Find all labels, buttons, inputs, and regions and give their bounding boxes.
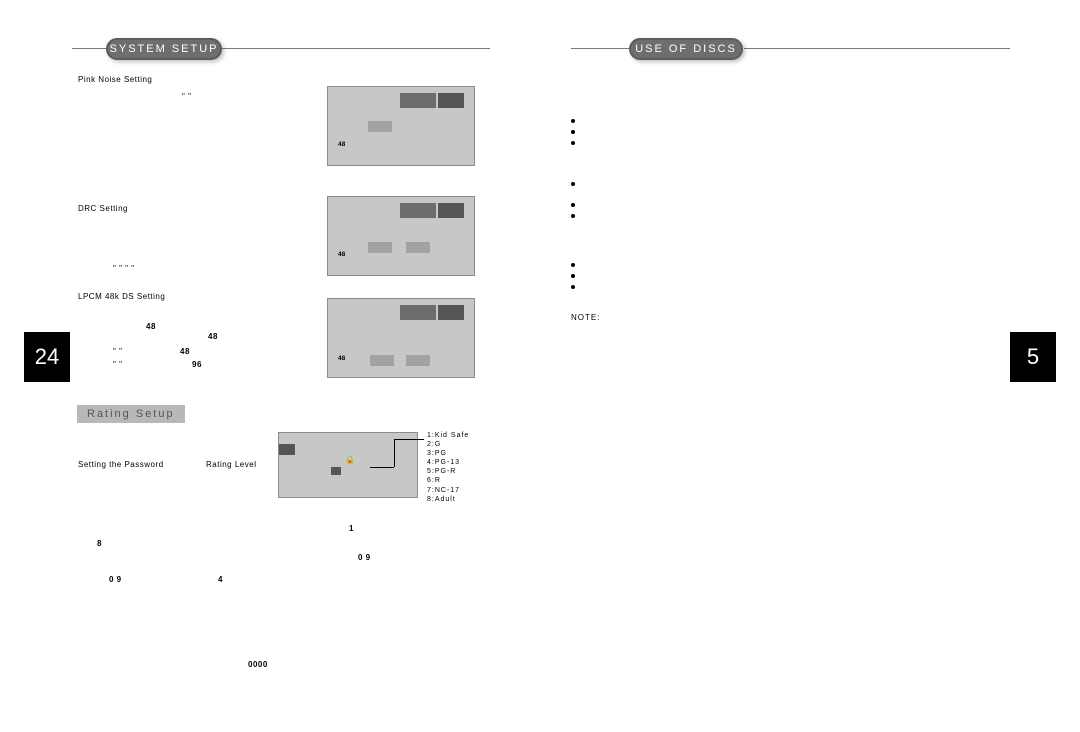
heading-password: Setting the Password: [78, 460, 164, 469]
osd-tab: [400, 203, 436, 218]
num-09-b: 0 9: [109, 575, 122, 584]
rating-level-list: 1:Kid Safe 2:G 3:PG 4:PG-13 5:PG-R 6:R 7…: [427, 431, 469, 504]
osd-panel-num: 48: [338, 355, 345, 362]
bullet-dot: [571, 203, 575, 207]
osd-value-box: [370, 355, 394, 366]
bullet-dot: [571, 119, 575, 123]
osd-tab: [438, 203, 464, 218]
rating-level-item: 7:NC-17: [427, 486, 469, 495]
bullet-dot: [571, 285, 575, 289]
num-1: 1: [349, 524, 354, 533]
osd-value-box: [343, 467, 371, 475]
lock-icon: 🔒: [345, 455, 355, 464]
osd-panel-num: 48: [338, 251, 345, 258]
num-09-a: 0 9: [358, 553, 371, 562]
section-pill-left: SYSTEM SETUP: [106, 38, 222, 60]
heading-lpcm: LPCM 48k DS Setting: [78, 292, 165, 301]
heading-drc: DRC Setting: [78, 204, 128, 213]
osd-tab: [279, 444, 295, 455]
rating-level-item: 1:Kid Safe: [427, 431, 469, 440]
num-48-c: 48: [180, 347, 190, 356]
heading-pink-noise: Pink Noise Setting: [78, 75, 152, 84]
heading-rating-level: Rating Level: [206, 460, 256, 469]
rule-top-right-b: [744, 48, 1010, 49]
quote-line-2: " " " ": [113, 264, 135, 273]
osd-tab: [400, 305, 436, 320]
note-label: NOTE:: [571, 313, 600, 322]
bullet-dot: [571, 130, 575, 134]
num-96: 96: [192, 360, 202, 369]
callout-line: [370, 467, 394, 468]
bullet-dot: [571, 182, 575, 186]
osd-tab: [400, 93, 436, 108]
bullet-dot: [571, 263, 575, 267]
quote-line-3: " ": [113, 347, 122, 356]
rule-top-right-a: [571, 48, 629, 49]
bullet-dot: [571, 141, 575, 145]
rating-level-item: 3:PG: [427, 449, 469, 458]
osd-panel-num: 48: [338, 141, 345, 148]
osd-tab: [279, 433, 299, 444]
bullet-group-3: [571, 260, 581, 293]
rating-level-item: 4:PG-13: [427, 458, 469, 467]
section-pill-right: USE OF DISCS: [629, 38, 743, 60]
section-label-rating-setup: Rating Setup: [77, 405, 185, 423]
osd-tab: [438, 305, 464, 320]
rating-level-item: 2:G: [427, 440, 469, 449]
osd-panel-2: 48: [327, 196, 475, 276]
page-number-left: 24: [24, 332, 70, 382]
bullet-group-2: [571, 179, 581, 222]
osd-value-box: [368, 242, 392, 253]
rule-top-left-a: [72, 48, 106, 49]
quote-line-1: " ": [182, 92, 191, 101]
osd-value-box: [368, 121, 392, 132]
osd-panel-rating: 🔒: [278, 432, 418, 498]
callout-line: [394, 439, 424, 440]
num-4: 4: [218, 575, 223, 584]
rating-level-item: 6:R: [427, 476, 469, 485]
osd-tab: [438, 93, 464, 108]
page-number-right: 5: [1010, 332, 1056, 382]
num-8: 8: [97, 539, 102, 548]
osd-panel-1: 48: [327, 86, 475, 166]
num-48-a: 48: [146, 322, 156, 331]
osd-value-box: [331, 467, 341, 475]
bullet-dot: [571, 214, 575, 218]
bullet-group-1: [571, 116, 581, 149]
callout-line: [394, 439, 395, 467]
rule-top-left-b: [222, 48, 490, 49]
bullet-dot: [571, 274, 575, 278]
num-48-b: 48: [208, 332, 218, 341]
osd-value-box: [406, 355, 430, 366]
osd-panel-3: 48: [327, 298, 475, 378]
osd-value-box: [406, 242, 430, 253]
rating-level-item: 8:Adult: [427, 495, 469, 504]
quote-line-4: " ": [113, 360, 122, 369]
num-zeros: 0000: [248, 660, 268, 669]
rating-level-item: 5:PG-R: [427, 467, 469, 476]
